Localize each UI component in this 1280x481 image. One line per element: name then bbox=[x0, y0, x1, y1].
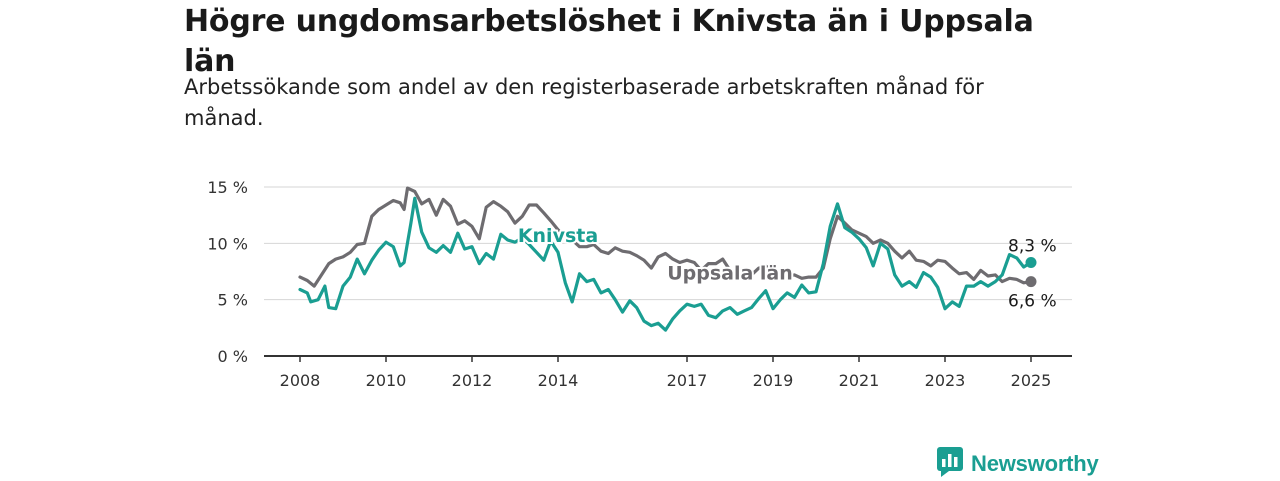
end-value-label-uppsala: 6,6 % bbox=[1008, 292, 1057, 312]
y-tick-label: 5 % bbox=[218, 291, 248, 310]
y-tick-label: 10 % bbox=[207, 234, 248, 253]
series-label-uppsala-län: Uppsala län bbox=[667, 262, 793, 284]
line-chart: 0 %5 %10 %15 % 2008 2010 2012 2014 2017 2019 2… bbox=[207, 178, 1072, 390]
series-end-dot bbox=[1025, 276, 1037, 288]
chart-subtitle: Arbetssökande som andel av den registerb… bbox=[184, 75, 984, 130]
chart-title: Högre ungdomsarbetslöshet i Knivsta än i… bbox=[184, 4, 1034, 79]
x-tick-label: 2023 bbox=[925, 371, 966, 390]
series-labels: 8,3 % 6,6 % Knivsta Uppsala län bbox=[516, 223, 1057, 312]
brand[interactable]: Newsworthy bbox=[937, 447, 1099, 481]
x-axis: 2008 2010 2012 2014 2017 2019 2021 2023 2025 bbox=[264, 355, 1072, 390]
y-tick-label: 15 % bbox=[207, 178, 248, 197]
x-tick-label: 2025 bbox=[1011, 371, 1052, 390]
series-line-uppsala-län bbox=[298, 186, 1033, 288]
x-tick-label: 2012 bbox=[452, 371, 493, 390]
y-tick-label: 0 % bbox=[218, 347, 248, 366]
brand-name: Newsworthy bbox=[971, 451, 1099, 476]
series-end-dot bbox=[1025, 256, 1037, 268]
y-axis-ticks: 0 % 5 % 10 % 15 % bbox=[207, 178, 248, 366]
x-tick-label: 2019 bbox=[753, 371, 794, 390]
x-tick-label: 2014 bbox=[538, 371, 579, 390]
gridlines bbox=[264, 186, 1072, 301]
newsworthy-logo-icon bbox=[937, 447, 963, 481]
x-tick-label: 2021 bbox=[839, 371, 880, 390]
series-line-knivsta bbox=[298, 196, 1033, 332]
x-tick-label: 2017 bbox=[667, 371, 708, 390]
x-tick-label: 2010 bbox=[366, 371, 407, 390]
series-label-knivsta: Knivsta bbox=[518, 225, 598, 247]
series-lines bbox=[298, 186, 1037, 332]
x-tick-label: 2008 bbox=[280, 371, 321, 390]
end-value-label-knivsta: 8,3 % bbox=[1008, 236, 1057, 256]
